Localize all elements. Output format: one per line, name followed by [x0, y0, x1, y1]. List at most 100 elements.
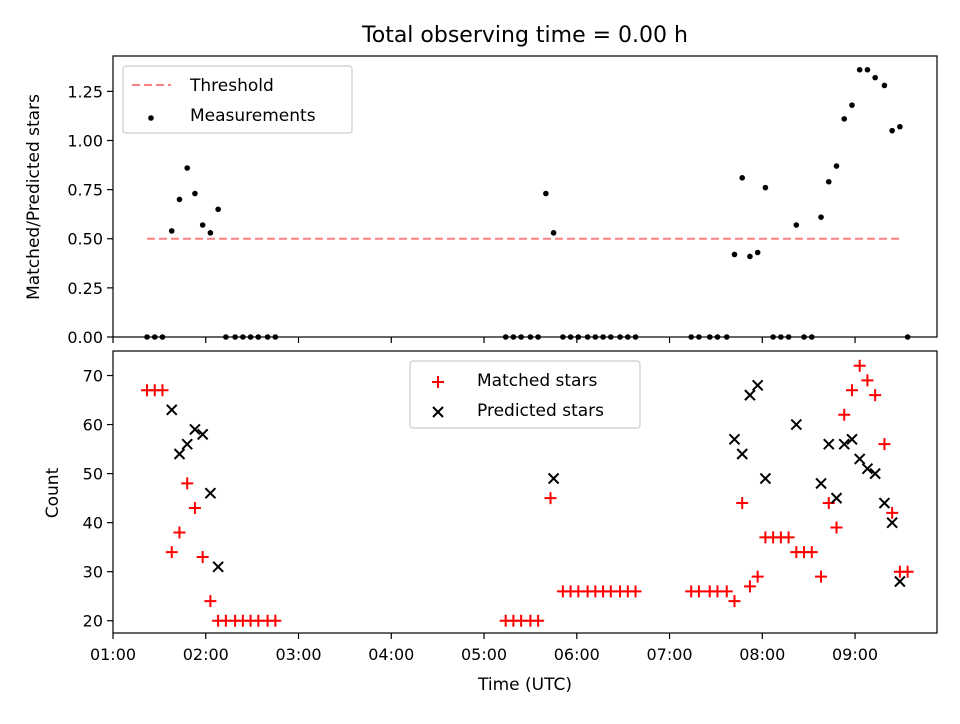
matched-star-marker	[861, 374, 874, 387]
legend-predicted-swatch	[432, 406, 444, 418]
top-ytick-label: 0.75	[67, 181, 103, 200]
predicted-star-marker	[173, 448, 186, 460]
predicted-star-marker	[547, 472, 560, 485]
matched-star-marker	[181, 477, 194, 490]
predicted-star-marker	[878, 497, 891, 509]
matched-star-marker	[204, 595, 217, 608]
predicted-star-marker	[869, 467, 881, 480]
top-ytick-label: 1.00	[67, 131, 103, 150]
matched-star-marker	[156, 384, 169, 397]
measurement-point	[881, 82, 888, 89]
xtick-label: 08:00	[739, 645, 785, 664]
chart-title: Total observing time = 0.00 h	[361, 23, 688, 48]
matched-star-marker	[901, 565, 914, 578]
measurement-point	[168, 228, 175, 234]
predicted-star-marker	[181, 438, 193, 450]
matched-star-marker	[838, 408, 851, 421]
predicted-star-marker	[830, 492, 843, 504]
measurement-point	[793, 222, 800, 228]
predicted-star-marker	[894, 575, 906, 588]
matched-star-marker	[544, 492, 557, 505]
top-y-axis-label: Matched/Predicted stars	[24, 94, 44, 300]
predicted-star-marker	[790, 418, 803, 431]
measurement-point	[176, 196, 183, 203]
matched-star-marker	[173, 526, 186, 539]
bottom-legend-box	[409, 360, 641, 429]
xtick-label: 06:00	[554, 645, 600, 664]
matched-star-marker	[743, 580, 756, 593]
matched-star-marker	[805, 546, 818, 559]
measurement-point	[864, 66, 871, 73]
bottom-ytick-label: 20	[83, 612, 103, 631]
measurement-point	[215, 206, 221, 213]
x-axis-label: Time (UTC)	[477, 675, 572, 695]
measurement-point	[849, 102, 855, 108]
bottom-axes-frame	[112, 350, 938, 634]
top-ytick-label: 1.25	[67, 82, 103, 101]
predicted-star-marker	[853, 453, 866, 465]
predicted-star-marker	[838, 438, 850, 450]
predicted-star-marker	[196, 428, 209, 441]
measurement-point	[207, 230, 214, 236]
matched-star-marker	[728, 595, 741, 608]
matched-star-marker	[830, 521, 843, 534]
xtick-label: 07:00	[646, 645, 692, 664]
predicted-star-marker	[823, 438, 835, 450]
predicted-star-marker	[815, 477, 827, 490]
bottom-ytick-label: 40	[83, 514, 103, 533]
measurement-point	[199, 222, 206, 228]
xtick-label: 05:00	[461, 645, 507, 664]
matched-star-marker	[188, 501, 201, 514]
measurement-point	[754, 249, 761, 256]
top-ytick-label: 0.50	[67, 230, 103, 249]
measurement-point	[184, 165, 191, 171]
matched-star-marker	[878, 438, 891, 451]
measurement-point	[739, 175, 746, 181]
measurement-point	[825, 178, 832, 185]
measurement-point	[841, 116, 848, 122]
matched-star-marker	[853, 359, 866, 372]
bottom-ytick-label: 70	[83, 367, 103, 386]
bottom-panel: 20 30 40 50 60 70 01:00 02:00 03:00 04:00 05:00 06:…	[83, 350, 938, 664]
bottom-ytick-label: 50	[83, 465, 103, 484]
predicted-star-marker	[751, 379, 764, 392]
measurement-point	[543, 190, 549, 197]
predicted-star-marker	[728, 433, 741, 445]
xtick-label: 09:00	[832, 645, 878, 664]
legend-label: Matched stars	[477, 371, 597, 391]
predicted-star-marker	[759, 472, 772, 485]
legend-label: Predicted stars	[477, 401, 604, 421]
top-ytick-label: 0.00	[67, 328, 103, 347]
measurement-point	[889, 127, 895, 134]
bottom-legend: Matched stars Predicted stars	[409, 360, 641, 429]
matched-star-marker	[720, 585, 733, 598]
top-ytick-label: 0.25	[67, 279, 103, 298]
xtick-label: 04:00	[368, 645, 414, 664]
legend-label: Measurements	[190, 106, 316, 126]
measurement-point	[897, 123, 903, 130]
measurement-point	[731, 251, 738, 258]
predicted-star-marker	[166, 404, 178, 416]
bottom-ytick-label: 30	[83, 563, 103, 582]
measurement-point	[872, 74, 878, 81]
matched-star-marker	[269, 614, 282, 627]
matched-star-marker	[886, 506, 899, 519]
measurement-point	[818, 214, 824, 220]
matched-star-marker	[532, 614, 545, 627]
legend-measurement-swatch	[148, 115, 154, 121]
top-panel: 0.00 0.25 0.50 0.75 1.00 1.25 Threshold Measure…	[67, 55, 938, 347]
legend-matched-swatch	[432, 376, 444, 388]
measurement-point	[550, 230, 557, 236]
xtick-label: 03:00	[275, 645, 321, 664]
matched-star-marker	[736, 497, 749, 510]
matched-star-marker	[845, 384, 858, 397]
xtick-label: 02:00	[183, 645, 229, 664]
xtick-label: 01:00	[90, 645, 136, 664]
matched-star-marker	[629, 585, 642, 598]
top-legend-box	[122, 65, 353, 134]
top-legend: Threshold Measurements	[122, 65, 353, 134]
measurement-point	[762, 184, 769, 191]
matched-star-marker	[196, 550, 209, 563]
predicted-star-marker	[846, 433, 858, 445]
